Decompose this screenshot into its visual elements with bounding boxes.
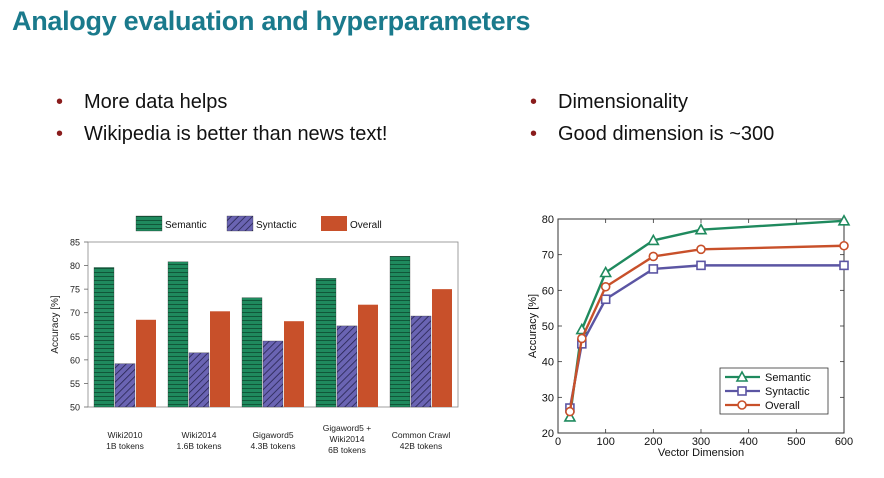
bullet-text: More data helps (84, 91, 228, 113)
bullet-dot-icon: • (530, 123, 538, 145)
x-tick-label: 500 (787, 436, 805, 448)
legend-label: Syntactic (256, 220, 297, 231)
x-tick-label: 200 (644, 436, 662, 448)
bar-semantic (93, 267, 115, 408)
bar-syntactic (188, 352, 210, 408)
y-tick-label: 30 (542, 392, 554, 404)
legend-label: Syntactic (765, 386, 810, 398)
slide-title: Analogy evaluation and hyperparameters (12, 6, 531, 36)
category-label: Wiki2014 (182, 430, 217, 440)
bullet-dot-icon: • (530, 91, 538, 113)
category-label: 42B tokens (400, 441, 443, 451)
bar-semantic (241, 297, 263, 408)
bullet-item: • Good dimension is ~300 (530, 118, 774, 150)
category-label: Gigaword5 + (323, 423, 371, 433)
y-tick-label: 70 (542, 250, 554, 262)
y-tick-label: 85 (70, 238, 80, 248)
legend-marker (737, 386, 747, 396)
point-syntactic (600, 294, 611, 305)
y-tick-label: 40 (542, 357, 554, 369)
point-syntactic (648, 264, 659, 274)
point-overall (600, 281, 611, 292)
point-semantic (694, 223, 708, 235)
bullet-text: Dimensionality (558, 91, 689, 113)
line-chart-dimensionality: 0 100 200 300 400 500 600 20 30 40 50 60 70 80 Vector … (527, 214, 853, 459)
y-axis-label: Accuracy [%] (50, 295, 61, 354)
category-label: Wiki2014 (330, 434, 365, 444)
legend-marker (737, 400, 747, 410)
bar-semantic (315, 278, 337, 408)
series-line-overall (568, 244, 845, 412)
y-tick-label: 80 (542, 214, 554, 226)
category-label: 1.6B tokens (177, 441, 222, 451)
bar-overall (284, 321, 304, 407)
legend-label: Overall (350, 220, 382, 231)
legend-label: Semantic (765, 372, 811, 384)
bullet-list-right: • Dimensionality • Good dimension is ~300 (530, 86, 774, 150)
legend-swatch (135, 215, 163, 232)
bullet-dot-icon: • (56, 123, 64, 145)
x-tick-label: 600 (835, 436, 853, 448)
bullet-item: • More data helps (56, 86, 387, 118)
x-axis-label: Vector Dimension (658, 447, 744, 459)
point-overall (839, 240, 849, 251)
y-axis-label: Accuracy [%] (527, 294, 539, 358)
y-tick-label: 70 (70, 308, 80, 318)
legend-label: Semantic (165, 220, 207, 231)
y-tick-label: 50 (542, 321, 554, 333)
bar-semantic (167, 261, 189, 408)
category-label: Gigaword5 (252, 430, 293, 440)
bar-semantic (389, 255, 411, 408)
point-overall (648, 251, 659, 262)
bar-syntactic (410, 315, 432, 408)
category-label: 6B tokens (328, 445, 366, 455)
bullet-item: • Wikipedia is better than news text! (56, 118, 387, 150)
legend-swatch (226, 215, 254, 232)
x-tick-label: 400 (739, 436, 757, 448)
bar-syntactic (114, 363, 136, 408)
point-syntactic (696, 260, 706, 271)
x-tick-label: 0 (555, 436, 561, 448)
y-tick-label: 55 (70, 379, 80, 389)
bullet-list-left: • More data helps • Wikipedia is better th… (56, 86, 387, 150)
category-label: Common Crawl (392, 430, 451, 440)
legend-swatch (321, 216, 347, 231)
point-overall (565, 406, 575, 417)
x-tick-label: 100 (596, 436, 614, 448)
bullet-item: • Dimensionality (530, 86, 774, 118)
y-tick-label: 75 (70, 285, 80, 295)
point-overall (577, 333, 587, 344)
legend-label: Overall (765, 400, 800, 412)
bar-overall (358, 304, 378, 407)
point-semantic (646, 233, 660, 246)
point-overall (696, 244, 706, 255)
x-tick-label: 300 (692, 436, 710, 448)
bullet-dot-icon: • (56, 91, 64, 113)
legend-marker (735, 370, 749, 382)
point-semantic (599, 265, 613, 278)
y-tick-label: 65 (70, 332, 80, 342)
category-label: 4.3B tokens (251, 441, 296, 451)
point-syntactic (839, 260, 849, 271)
y-tick-label: 50 (70, 403, 80, 413)
bullet-text: Good dimension is ~300 (558, 123, 775, 145)
point-semantic (563, 410, 577, 422)
y-tick-label: 20 (542, 428, 554, 440)
bar-syntactic (336, 325, 358, 408)
bar-overall (136, 319, 156, 407)
y-tick-label: 60 (70, 355, 80, 365)
bar-overall (210, 311, 230, 407)
category-label: Wiki2010 (108, 430, 143, 440)
bar-overall (432, 289, 452, 407)
y-tick-label: 60 (542, 285, 554, 297)
bar-syntactic (262, 340, 284, 408)
bullet-text: Wikipedia is better than news text! (84, 123, 388, 145)
point-semantic (837, 214, 851, 226)
category-label: 1B tokens (106, 441, 144, 451)
y-tick-label: 80 (70, 261, 80, 271)
